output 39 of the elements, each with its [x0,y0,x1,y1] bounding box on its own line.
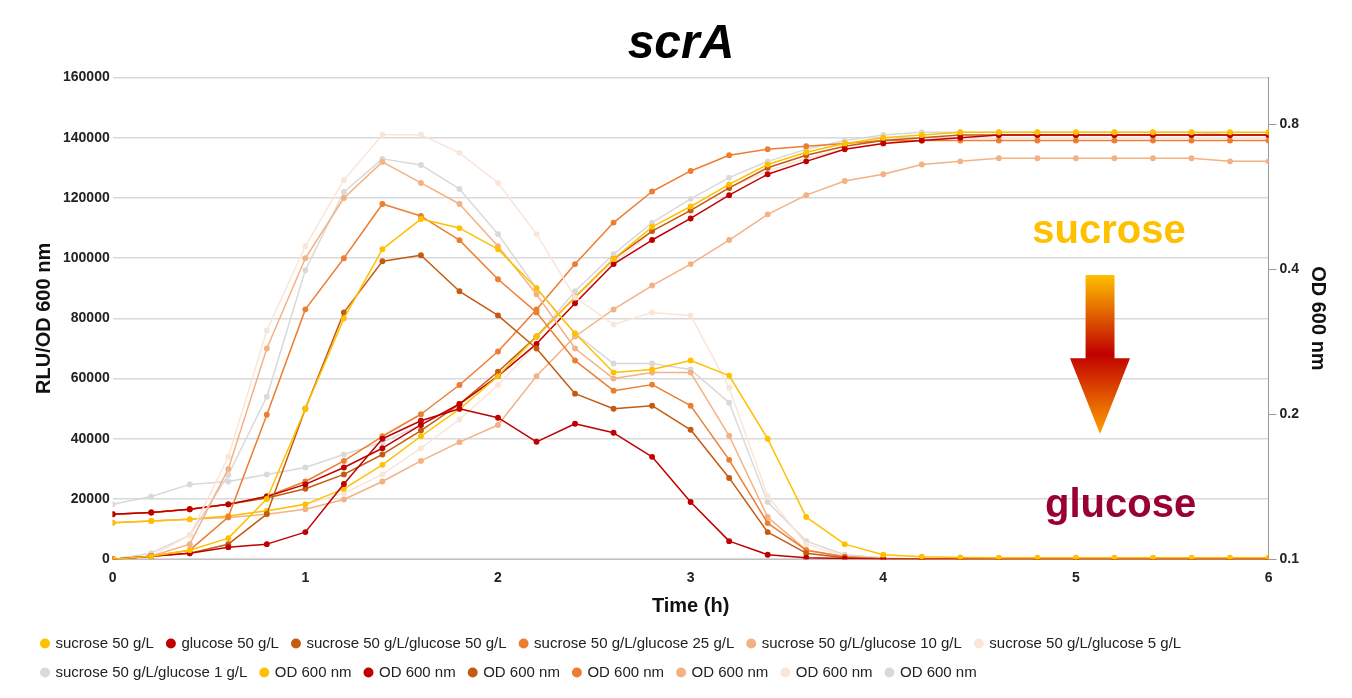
y-tick-label: 140000 [63,128,110,145]
x-tick-label: 6 [1264,569,1273,586]
y-tick-label: 120000 [63,188,110,205]
legend-label: glucose 50 g/L [181,633,279,651]
legend-label: sucrose 50 g/L/glucose 25 g/L [534,633,735,651]
x-tick-label: 5 [1072,569,1080,586]
y2-tick-label: 0.4 [1279,260,1300,277]
legend-label: sucrose 50 g/L [55,633,154,651]
legend-label: sucrose 50 g/L/glucose 1 g/L [55,662,248,680]
y-axis-title: RLU/OD 600 nm [31,242,54,394]
y-tick-label: 60000 [70,369,110,386]
y-tick-label: 160000 [63,68,110,85]
legend-label: sucrose 50 g/L/glucose 5 g/L [989,633,1182,651]
y-tick-label: 20000 [70,489,110,506]
y-tick-label: 0 [101,550,110,567]
legend-label: sucrose 50 g/L/glucose 50 g/L [306,633,507,651]
annotation: glucose [1045,481,1197,526]
y-tick-label: 80000 [70,309,110,326]
x-axis-title: Time (h) [651,593,730,616]
y2-tick-label: 0.2 [1279,405,1300,422]
y-tick-label: 100000 [63,249,110,266]
x-tick-label: 2 [494,569,503,586]
legend-label: OD 600 nm [587,662,665,680]
chart-title: scrA [627,15,735,69]
x-tick-label: 3 [686,569,695,586]
y2-tick-label: 0.1 [1279,550,1300,567]
x-tick-label: 1 [301,569,310,586]
legend-label: OD 600 nm [691,662,769,680]
legend-label: OD 600 nm [483,662,560,680]
legend-label: OD 600 nm [795,662,873,680]
x-tick-label: 4 [879,569,888,586]
legend-label: OD 600 nm [274,662,352,680]
legend-label: sucrose 50 g/L/glucose 10 g/L [761,633,962,651]
y2-axis-title: OD 600 nm [1308,266,1331,371]
y2-tick-label: 0.8 [1279,115,1300,132]
annotation: sucrose [1032,206,1186,251]
y-tick-label: 40000 [70,429,110,446]
legend-label: OD 600 nm [378,662,456,680]
legend-label: OD 600 nm [899,662,977,680]
